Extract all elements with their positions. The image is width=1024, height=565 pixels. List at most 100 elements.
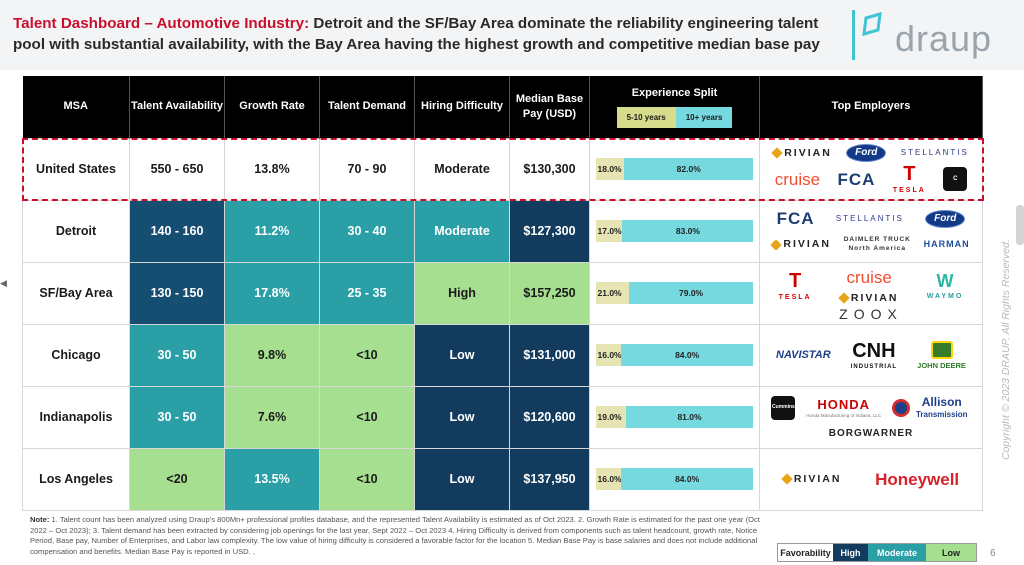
footnote-text: 1. Talent count has been analyzed using … [30,515,760,556]
title-text: Detroit and the SF/Bay Area dominate the… [13,15,820,53]
cell-growth: 11.2% [224,199,320,263]
talent-dashboard-table: MSA Talent Availability Growth Rate Tale… [22,76,983,511]
header-median-base-pay: Median Base Pay (USD) [509,76,590,138]
table-header-row: MSA Talent Availability Growth Rate Tale… [22,76,983,138]
header-experience-split: Experience Split 5-10 years 10+ years [589,76,760,138]
bar-5-10: 21.0% [595,282,629,304]
cell-pay: $127,300 [509,199,590,263]
cell-split: 16.0% 84.0% [589,447,760,511]
rivian-logo: RIVIAN [838,292,899,304]
cell-demand: <10 [319,385,415,449]
bar-5-10: 16.0% [595,344,622,366]
bar-10-plus: 84.0% [620,468,754,490]
honda-logo: HONDA Honda Manufacturing of Indiana, LLC [806,396,882,418]
cell-msa: Indianapolis [22,385,130,449]
favorability-label: Favorability [778,544,833,561]
cell-msa: Chicago [22,323,130,387]
cell-split: 21.0% 79.0% [589,261,760,325]
table-row-sf-bay-area[interactable]: SF/Bay Area 130 - 150 17.8% 25 - 35 High… [22,261,983,325]
scroll-left-arrow-icon[interactable]: ◀ [0,278,7,288]
john-deere-logo: JOHN DEERE [917,340,966,370]
experience-bar: 17.0% 83.0% [595,220,754,242]
cell-demand: 30 - 40 [319,199,415,263]
cnh-industrial-logo: CNH INDUSTRIAL [850,339,898,370]
cell-employers: RIVIAN Honeywell [759,447,983,511]
cruise-logo: cruise [846,268,892,287]
stellantis-logo: STELLANTIS [900,148,969,157]
cell-pay: $137,950 [509,447,590,511]
table-row-los-angeles[interactable]: Los Angeles <20 13.5% <10 Low $137,950 1… [22,447,983,511]
cell-talent: 30 - 50 [129,385,225,449]
cell-employers: Cummins HONDA Honda Manufacturing of Indi… [759,385,983,449]
cruise-rivian-group: cruise RIVIAN [837,268,902,305]
navistar-logo: NAVISTAR [776,348,831,361]
cell-employers: FCA STELLANTIS Ford RIVIAN DAIMLER TRUCK… [759,199,983,263]
scrollbar-thumb[interactable] [1016,205,1024,245]
experience-bar: 16.0% 84.0% [595,344,754,366]
cell-hiring: Moderate [414,137,510,201]
ford-logo: Ford [846,144,887,162]
allison-transmission-logo: Allison Transmission [891,395,971,420]
draup-logo: draup [848,8,998,64]
rivian-diamond-icon [781,473,793,485]
header-growth-rate: Growth Rate [224,76,320,138]
rivian-logo: RIVIAN [781,473,842,485]
experience-bar: 21.0% 79.0% [595,282,754,304]
bar-5-10: 18.0% [595,158,624,180]
harman-logo: HARMAN [923,239,970,249]
cell-hiring: Moderate [414,199,510,263]
page-title: Talent Dashboard – Automotive Industry: … [13,13,833,55]
experience-split-legend: 5-10 years 10+ years [590,106,759,128]
deer-icon [930,340,953,359]
cell-split: 18.0% 82.0% [589,137,760,201]
favorability-moderate: Moderate [868,544,926,561]
rivian-logo: RIVIAN [770,238,831,251]
header-talent-availability: Talent Availability [129,76,225,138]
cell-talent: 30 - 50 [129,323,225,387]
experience-split-title: Experience Split [631,86,718,99]
bar-10-plus: 79.0% [628,282,754,304]
footnote: Note: 1. Talent count has been analyzed … [30,515,760,557]
cell-split: 16.0% 84.0% [589,323,760,387]
waymo-logo: W WAYMO [926,271,964,301]
cell-growth: 17.8% [224,261,320,325]
rivian-diamond-icon [770,238,783,251]
table-row-indianapolis[interactable]: Indianapolis 30 - 50 7.6% <10 Low $120,6… [22,385,983,449]
bar-5-10: 16.0% [595,468,622,490]
fca-logo: FCA [837,169,876,189]
rivian-logo: RIVIAN [771,147,832,159]
zoox-logo: ZOOX [839,305,903,322]
bar-10-plus: 84.0% [620,344,754,366]
table-row-detroit[interactable]: Detroit 140 - 160 11.2% 30 - 40 Moderate… [22,199,983,263]
cell-split: 19.0% 81.0% [589,385,760,449]
tesla-logo: T TESLA [778,270,812,302]
table-row-united-states[interactable]: United States 550 - 650 13.8% 70 - 90 Mo… [22,137,983,201]
cell-demand: <10 [319,447,415,511]
cell-demand: <10 [319,323,415,387]
cell-growth: 7.6% [224,385,320,449]
allison-ring-icon [891,398,910,417]
cell-hiring: High [414,261,510,325]
table-row-chicago[interactable]: Chicago 30 - 50 9.8% <10 Low $131,000 16… [22,323,983,387]
cell-msa: SF/Bay Area [22,261,130,325]
header-hiring-difficulty: Hiring Difficulty [414,76,510,138]
footnote-label: Note: [30,515,50,524]
header-talent-demand: Talent Demand [319,76,415,138]
rivian-diamond-icon [838,292,850,304]
cell-talent: 140 - 160 [129,199,225,263]
favorability-legend: Favorability High Moderate Low [777,543,977,562]
title-accent: Talent Dashboard – Automotive Industry: [13,15,310,32]
experience-bar: 18.0% 82.0% [595,158,754,180]
selected-row-highlight [22,138,984,201]
draup-logo-icon [852,10,882,60]
cell-split: 17.0% 83.0% [589,199,760,263]
cell-growth: 9.8% [224,323,320,387]
cell-pay: $120,600 [509,385,590,449]
cell-talent: 550 - 650 [129,137,225,201]
cell-hiring: Low [414,323,510,387]
cruise-logo: cruise [774,169,821,189]
favorability-high: High [833,544,868,561]
experience-bar: 19.0% 81.0% [595,406,754,428]
ford-logo: Ford [925,209,966,228]
cummins-logo: Cummins [771,395,796,420]
